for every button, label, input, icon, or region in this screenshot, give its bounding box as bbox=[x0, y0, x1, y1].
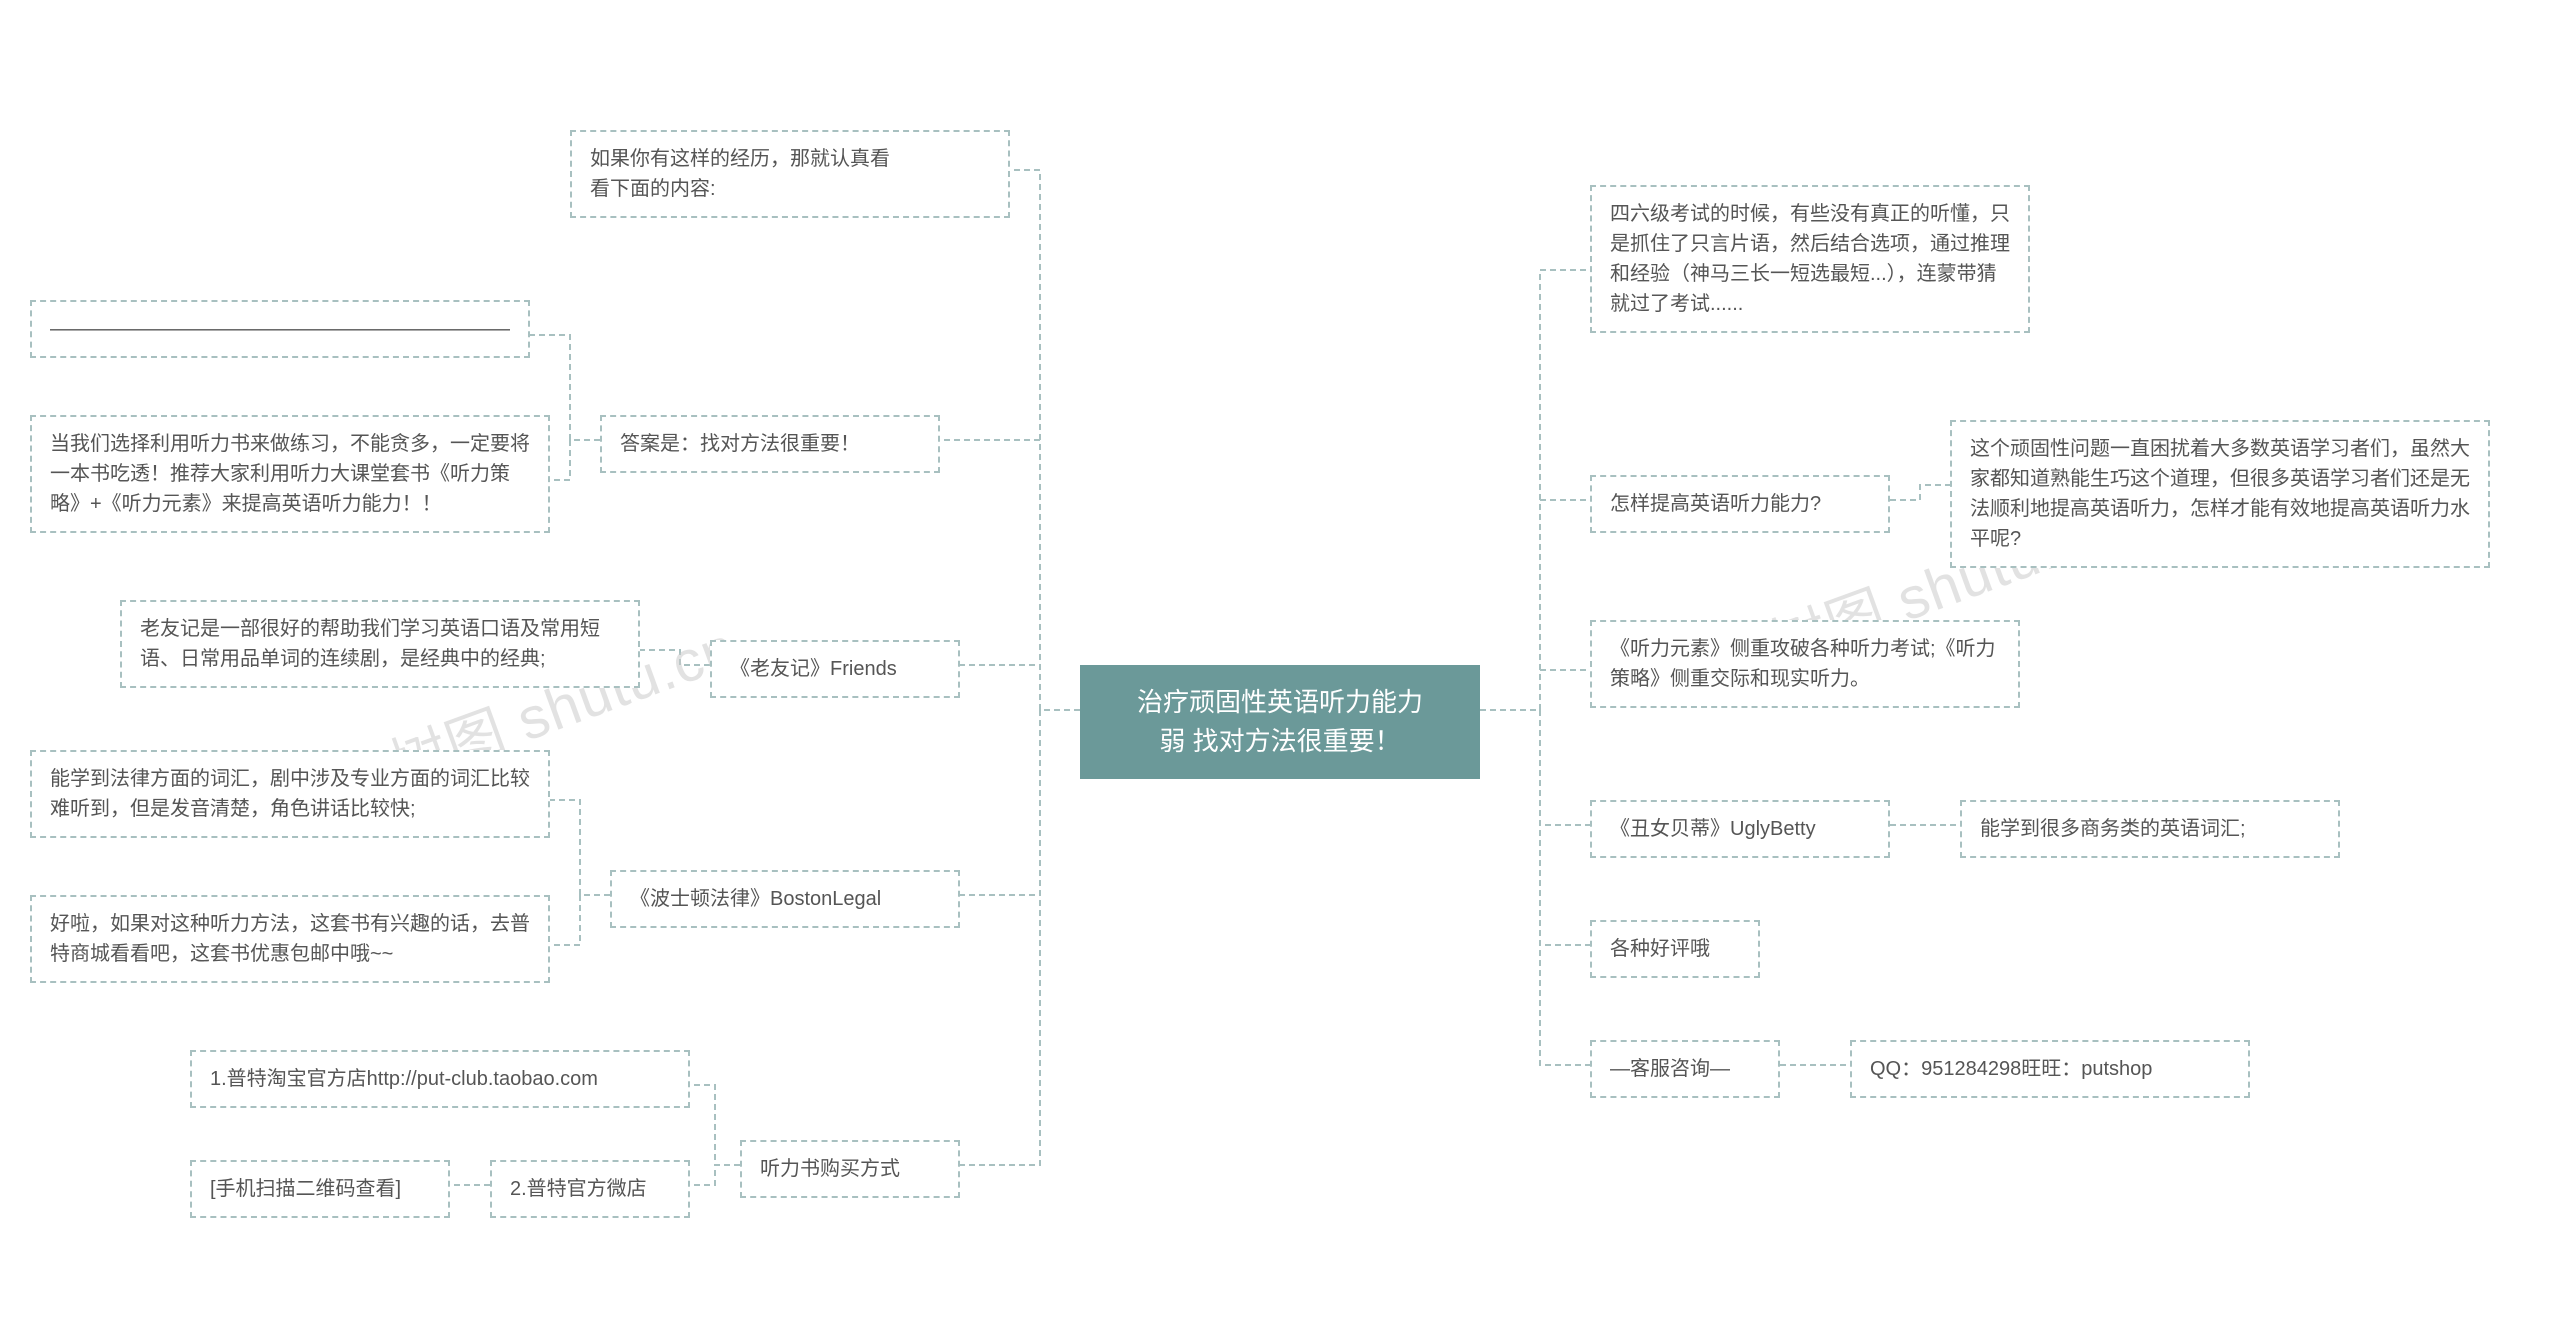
center-topic[interactable]: 治疗顽固性英语听力能力弱 找对方法很重要！ bbox=[1080, 665, 1480, 779]
branch-l4a[interactable]: 能学到法律方面的词汇，剧中涉及专业方面的词汇比较难听到，但是发音清楚，角色讲话比… bbox=[30, 750, 550, 838]
branch-r2[interactable]: 怎样提高英语听力能力? bbox=[1590, 475, 1890, 533]
branch-r6a[interactable]: QQ：951284298旺旺：putshop bbox=[1850, 1040, 2250, 1098]
branch-l2a[interactable]: ——————————————————————— bbox=[30, 300, 530, 358]
mindmap-canvas: 树图 shutu.cn 树图 shutu.cn 治疗顽固性英语听力能力弱 找对方… bbox=[0, 0, 2560, 1324]
branch-l5b1[interactable]: [手机扫描二维码查看] bbox=[190, 1160, 450, 1218]
branch-l5a[interactable]: 1.普特淘宝官方店http://put-club.taobao.com bbox=[190, 1050, 690, 1108]
branch-r5[interactable]: 各种好评哦 bbox=[1590, 920, 1760, 978]
branch-l2[interactable]: 答案是：找对方法很重要！ bbox=[600, 415, 940, 473]
branch-l5b[interactable]: 2.普特官方微店 bbox=[490, 1160, 690, 1218]
branch-l3[interactable]: 《老友记》Friends bbox=[710, 640, 960, 698]
branch-l4b[interactable]: 好啦，如果对这种听力方法，这套书有兴趣的话，去普特商城看看吧，这套书优惠包邮中哦… bbox=[30, 895, 550, 983]
branch-r4[interactable]: 《丑女贝蒂》UglyBetty bbox=[1590, 800, 1890, 858]
branch-r2a[interactable]: 这个顽固性问题一直困扰着大多数英语学习者们，虽然大家都知道熟能生巧这个道理，但很… bbox=[1950, 420, 2490, 568]
branch-l2b[interactable]: 当我们选择利用听力书来做练习，不能贪多，一定要将一本书吃透！推荐大家利用听力大课… bbox=[30, 415, 550, 533]
branch-r4a[interactable]: 能学到很多商务类的英语词汇; bbox=[1960, 800, 2340, 858]
branch-l4[interactable]: 《波士顿法律》BostonLegal bbox=[610, 870, 960, 928]
branch-l5[interactable]: 听力书购买方式 bbox=[740, 1140, 960, 1198]
branch-r6[interactable]: —客服咨询— bbox=[1590, 1040, 1780, 1098]
branch-r3[interactable]: 《听力元素》侧重攻破各种听力考试;《听力策略》侧重交际和现实听力。 bbox=[1590, 620, 2020, 708]
branch-r1[interactable]: 四六级考试的时候，有些没有真正的听懂，只是抓住了只言片语，然后结合选项，通过推理… bbox=[1590, 185, 2030, 333]
branch-l1[interactable]: 如果你有这样的经历，那就认真看看下面的内容: bbox=[570, 130, 1010, 218]
branch-l3a[interactable]: 老友记是一部很好的帮助我们学习英语口语及常用短语、日常用品单词的连续剧，是经典中… bbox=[120, 600, 640, 688]
